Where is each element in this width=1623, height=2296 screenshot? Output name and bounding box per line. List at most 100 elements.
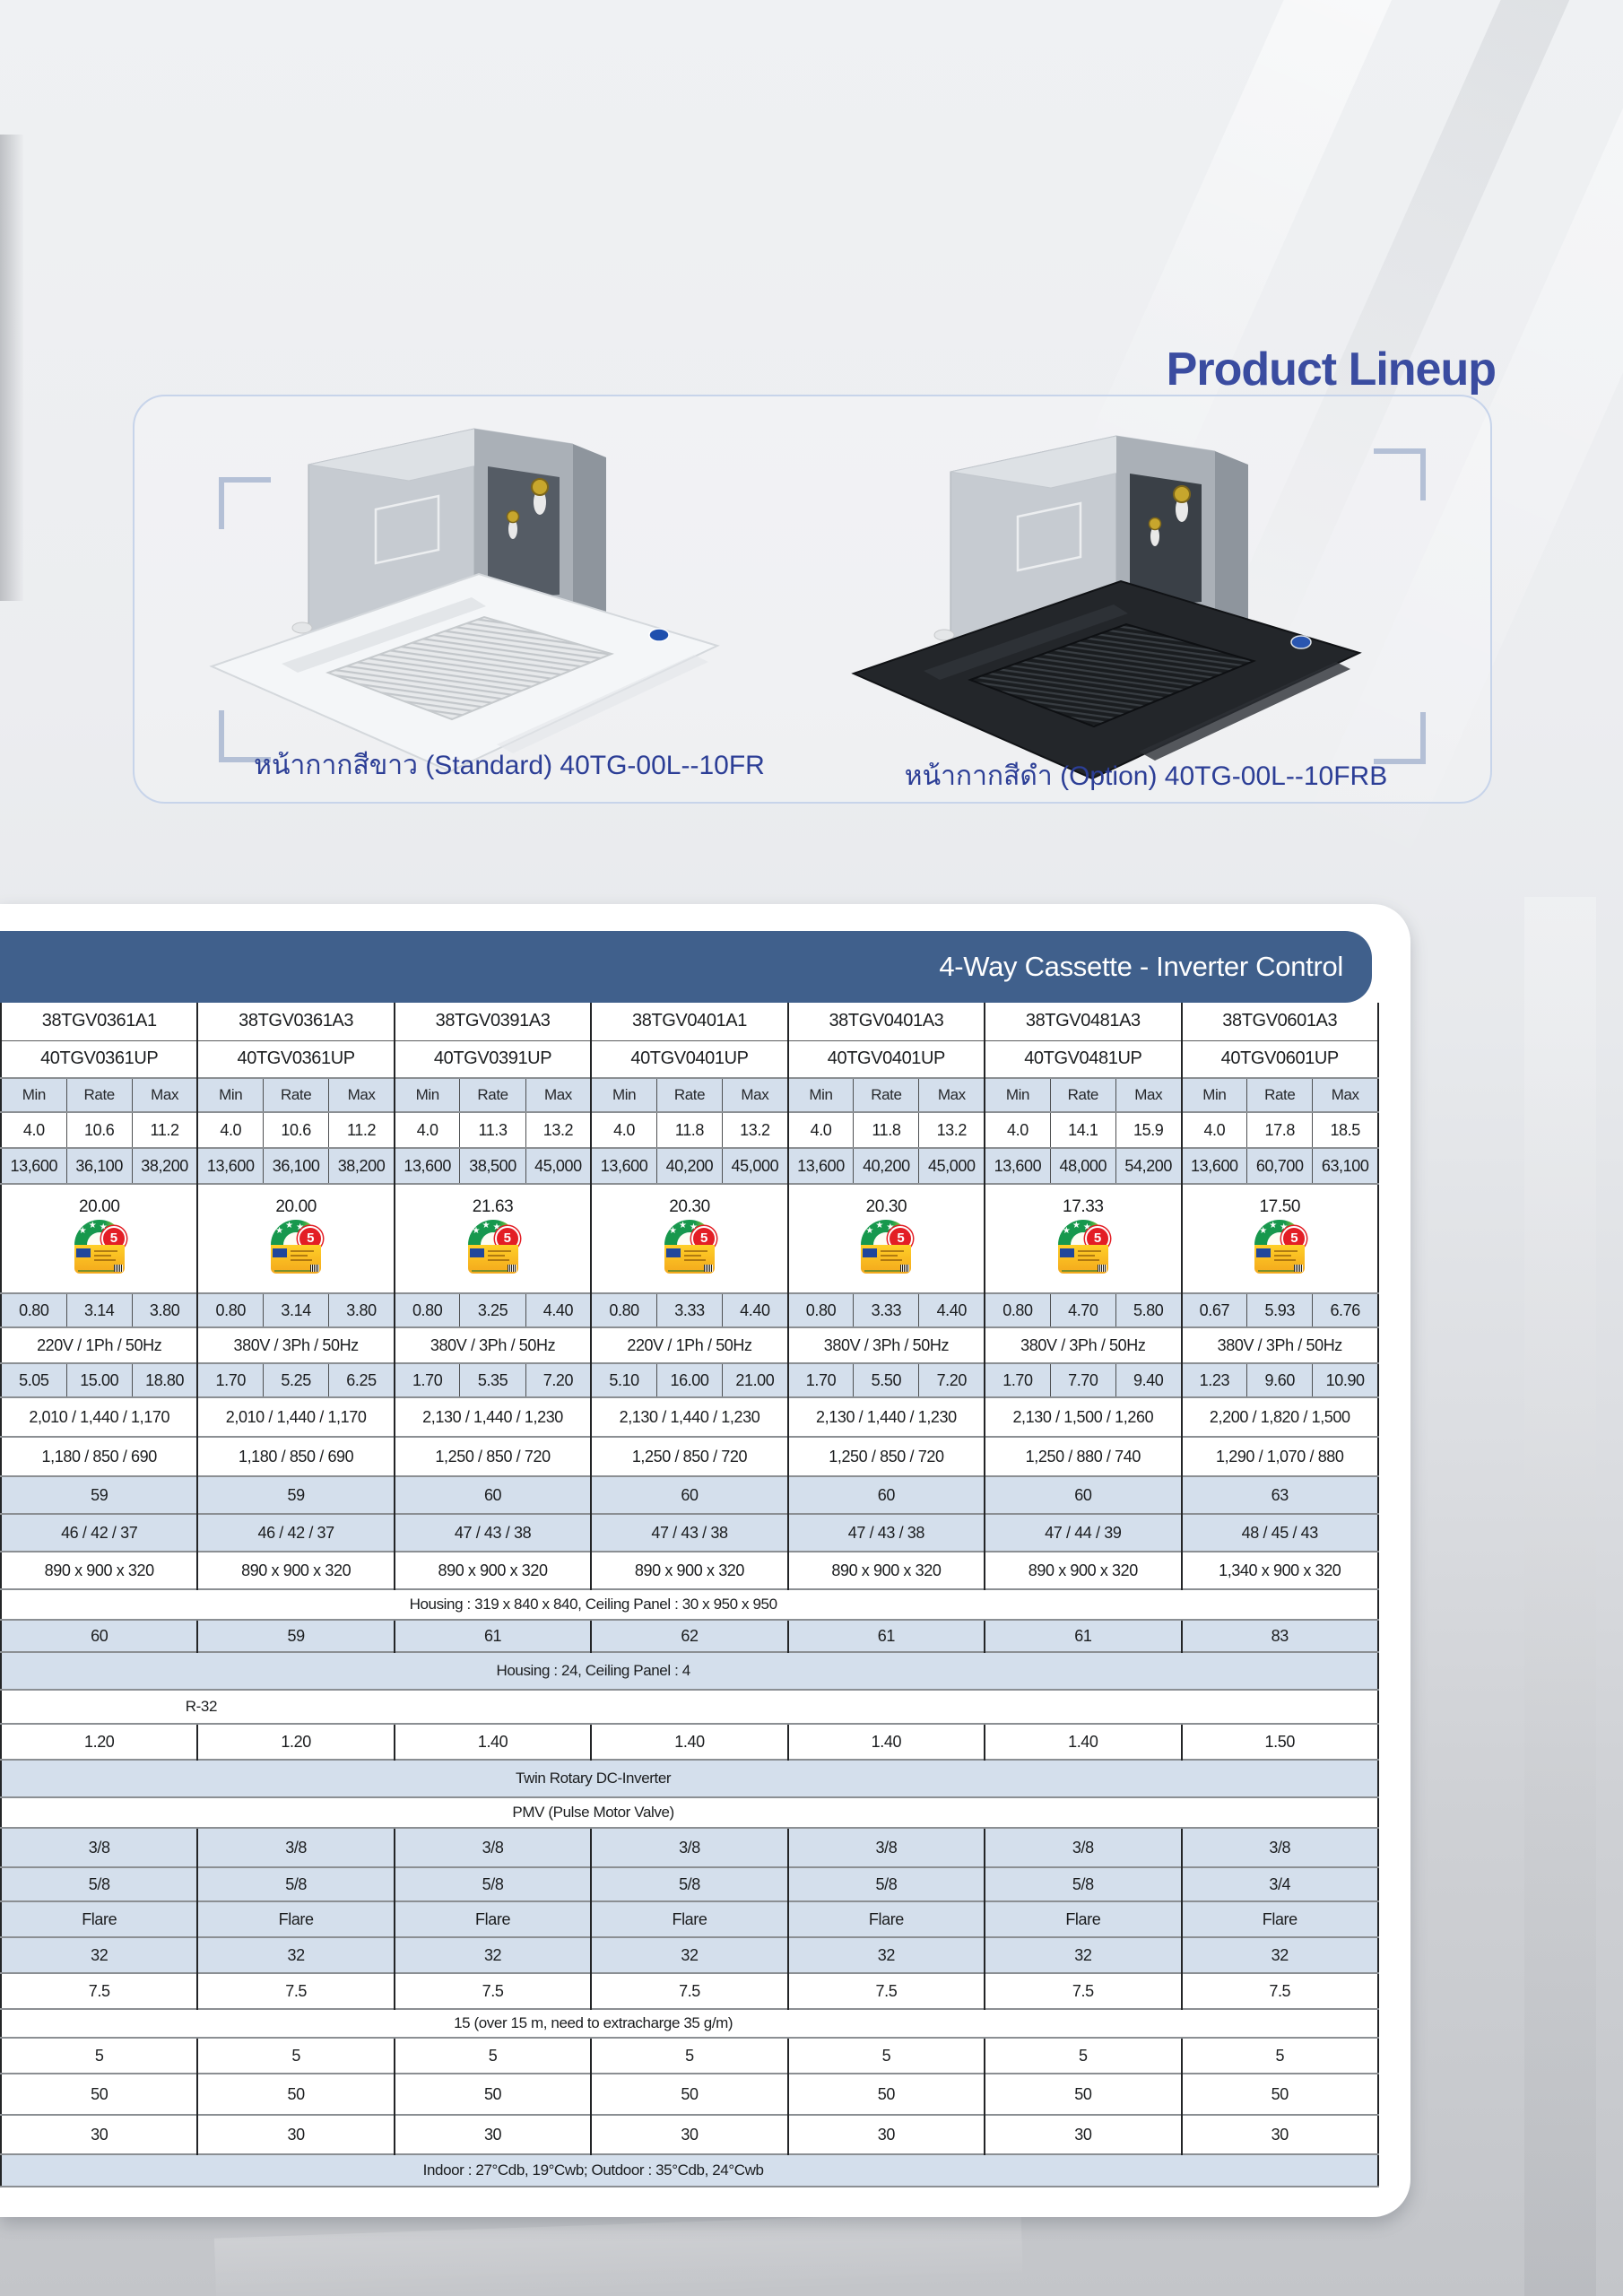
unit_weight-cell: 62 bbox=[590, 1619, 788, 1652]
airflow_high-cell: 2,200 / 1,820 / 1,500 bbox=[1180, 1396, 1378, 1437]
power_input_kw-cell: 3.33 bbox=[853, 1292, 919, 1327]
spec-row-housing_weight: Housing : 24, Ceiling Panel : 4 bbox=[1, 1651, 1378, 1690]
spec-row-max_height_diff: 7.5 7.5 7.5 7.5 7.5 7.5 7.5 bbox=[1, 1972, 1378, 2009]
background-streak bbox=[1524, 897, 1596, 2296]
spec-row-connection_type: Flare Flare Flare Flare Flare Flare Flare bbox=[1, 1900, 1378, 1937]
unit_dimensions-cell: 890 x 900 x 320 bbox=[590, 1551, 788, 1589]
seer-value: 20.00 bbox=[275, 1197, 317, 1216]
capacity_btu-cell: 13,600 bbox=[590, 1147, 657, 1184]
gas_line-cell: 5/8 bbox=[984, 1866, 1182, 1901]
capacity_kw-cell: 15.9 bbox=[1115, 1111, 1182, 1148]
liquid_line-cell: 3/8 bbox=[984, 1827, 1182, 1867]
capacity_btu-cell: 40,200 bbox=[853, 1147, 919, 1184]
expansion_device-cell: PMV (Pulse Motor Valve) bbox=[1, 1796, 1378, 1828]
running_current-cell: 1.70 bbox=[196, 1362, 264, 1397]
seer-cell: 20.30 ★ ★ ★ 5 bbox=[786, 1183, 985, 1293]
seer-cell: 17.33 ★ ★ ★ 5 bbox=[984, 1183, 1182, 1293]
spec_50-cell: 50 bbox=[393, 2073, 592, 2115]
cassette-illustration-black bbox=[851, 435, 1362, 780]
background-streak bbox=[213, 2210, 1024, 2296]
sound_pressure-cell: 46 / 42 / 37 bbox=[196, 1513, 395, 1552]
running_current-cell: 5.50 bbox=[853, 1362, 919, 1397]
power_input_kw-cell: 0.67 bbox=[1180, 1292, 1247, 1327]
corner-bracket-icon bbox=[1374, 448, 1426, 500]
spec_5-cell: 5 bbox=[196, 2037, 395, 2074]
running_current-cell: 21.00 bbox=[722, 1362, 788, 1397]
spec-row-compressor_type: Twin Rotary DC-Inverter bbox=[1, 1759, 1378, 1797]
capacity_btu-cell: 60,700 bbox=[1246, 1147, 1313, 1184]
power_input_kw-cell: 0.80 bbox=[786, 1292, 854, 1327]
subheader-cell: Rate bbox=[655, 1077, 723, 1112]
outdoor-model-cell: 40TGV0601UP bbox=[1180, 1039, 1378, 1078]
running_current-cell: 5.05 bbox=[1, 1362, 67, 1397]
spec-row-capacity_btu: 13,600 36,100 38,200 13,600 36,100 38,200 13,6… bbox=[1, 1147, 1378, 1184]
power_input_kw-cell: 3.25 bbox=[459, 1292, 526, 1327]
max_pipe_length-cell: 32 bbox=[786, 1936, 985, 1973]
unit_dimensions-cell: 890 x 900 x 320 bbox=[196, 1551, 395, 1589]
max_pipe_length-cell: 32 bbox=[393, 1936, 592, 1973]
subheader-cell: Min bbox=[590, 1077, 657, 1112]
spec_50-cell: 50 bbox=[590, 2073, 788, 2115]
liquid_line-cell: 3/8 bbox=[590, 1827, 788, 1867]
sound_pressure-cell: 47 / 43 / 38 bbox=[590, 1513, 788, 1552]
spec_30-cell: 30 bbox=[1, 2114, 198, 2154]
max_height_diff-cell: 7.5 bbox=[1180, 1972, 1378, 2009]
connection_type-cell: Flare bbox=[393, 1900, 592, 1937]
capacity_btu-cell: 38,200 bbox=[131, 1147, 198, 1184]
unit_dimensions-cell: 890 x 900 x 320 bbox=[984, 1551, 1182, 1589]
liquid_line-cell: 3/8 bbox=[393, 1827, 592, 1867]
spec-row-spec_50: 50 50 50 50 50 50 50 bbox=[1, 2073, 1378, 2115]
refrigerant_charge-cell: 1.20 bbox=[1, 1723, 198, 1760]
indoor-model-row: 38TGV0361A1 38TGV0361A3 38TGV0391A3 38TGV04… bbox=[1, 1003, 1378, 1040]
energy-label-icon: ★ ★ ★ 5 bbox=[1055, 1220, 1111, 1284]
spec_50-cell: 50 bbox=[1, 2073, 198, 2115]
power_input_kw-cell: 0.80 bbox=[984, 1292, 1051, 1327]
power_input_kw-cell: 4.40 bbox=[525, 1292, 592, 1327]
outdoor-model-row: 40TGV0361UP 40TGV0361UP 40TGV0391UP 40TGV04… bbox=[1, 1039, 1378, 1078]
capacity_kw-cell: 11.8 bbox=[655, 1111, 723, 1148]
housing_weight-text: Housing : 24, Ceiling Panel : 4 bbox=[496, 1662, 690, 1679]
spec-row-expansion_device: PMV (Pulse Motor Valve) bbox=[1, 1796, 1378, 1828]
airflow_high-cell: 2,130 / 1,440 / 1,230 bbox=[590, 1396, 788, 1437]
connection_type-cell: Flare bbox=[590, 1900, 788, 1937]
spec_30-cell: 30 bbox=[786, 2114, 985, 2154]
spec_30-cell: 30 bbox=[590, 2114, 788, 2154]
subheader-cell: Rate bbox=[459, 1077, 526, 1112]
capacity_kw-cell: 11.3 bbox=[459, 1111, 526, 1148]
power_supply-cell: 220V / 1Ph / 50Hz bbox=[590, 1326, 788, 1363]
airflow_low-cell: 1,180 / 850 / 690 bbox=[1, 1436, 198, 1476]
airflow_low-cell: 1,180 / 850 / 690 bbox=[196, 1436, 395, 1476]
airflow_low-cell: 1,250 / 850 / 720 bbox=[393, 1436, 592, 1476]
spec-row-test_conditions: Indoor : 27°Cdb, 19°Cwb; Outdoor : 35°Cd… bbox=[1, 2153, 1378, 2187]
connection_type-cell: Flare bbox=[1, 1900, 198, 1937]
refrigerant_charge-cell: 1.40 bbox=[393, 1723, 592, 1760]
power_supply-cell: 380V / 3Ph / 50Hz bbox=[196, 1326, 395, 1363]
running_current-cell: 10.90 bbox=[1312, 1362, 1378, 1397]
compressor_type-cell: Twin Rotary DC-Inverter bbox=[1, 1759, 1378, 1797]
running_current-cell: 5.10 bbox=[590, 1362, 657, 1397]
outdoor-model-cell: 40TGV0481UP bbox=[984, 1039, 1182, 1078]
expansion_device-text: PMV (Pulse Motor Valve) bbox=[512, 1804, 674, 1821]
page-title: Product Lineup bbox=[1166, 344, 1497, 396]
indoor-model-cell: 38TGV0401A3 bbox=[786, 1003, 985, 1040]
capacity_btu-cell: 13,600 bbox=[984, 1147, 1051, 1184]
section-header-band: 4-Way Cassette - Inverter Control bbox=[0, 931, 1372, 1003]
housing_dimensions-text: Housing : 319 x 840 x 840, Ceiling Panel… bbox=[409, 1596, 777, 1613]
spec_30-cell: 30 bbox=[393, 2114, 592, 2154]
capacity_kw-cell: 17.8 bbox=[1246, 1111, 1313, 1148]
unit_weight-cell: 61 bbox=[786, 1619, 985, 1652]
capacity_kw-cell: 4.0 bbox=[590, 1111, 657, 1148]
capacity_kw-cell: 4.0 bbox=[984, 1111, 1051, 1148]
power_input_kw-cell: 0.80 bbox=[1, 1292, 67, 1327]
seer-cell: 20.30 ★ ★ ★ 5 bbox=[590, 1183, 788, 1293]
energy-label-icon: ★ ★ ★ 5 bbox=[268, 1220, 324, 1284]
capacity_btu-cell: 38,500 bbox=[459, 1147, 526, 1184]
max_height_diff-cell: 7.5 bbox=[590, 1972, 788, 2009]
airflow_low-cell: 1,250 / 850 / 720 bbox=[786, 1436, 985, 1476]
seer-value: 20.00 bbox=[78, 1197, 120, 1216]
precharge_note-cell: 15 (over 15 m, need to extracharge 35 g/… bbox=[1, 2008, 1378, 2038]
sound_power-cell: 59 bbox=[196, 1475, 395, 1514]
capacity_kw-cell: 4.0 bbox=[786, 1111, 854, 1148]
spec_30-cell: 30 bbox=[196, 2114, 395, 2154]
